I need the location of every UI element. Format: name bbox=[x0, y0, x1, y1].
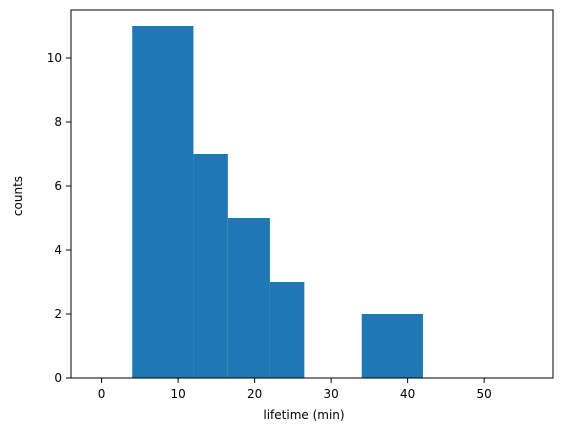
histogram-bar-5 bbox=[361, 314, 423, 378]
y-axis-label: counts bbox=[11, 176, 25, 216]
x-axis-label: lifetime (min) bbox=[263, 408, 344, 422]
y-tick-label: 10 bbox=[47, 51, 62, 65]
x-tick-label: 20 bbox=[247, 387, 262, 401]
y-tick-label: 4 bbox=[54, 243, 62, 257]
x-tick-label: 50 bbox=[477, 387, 492, 401]
bars-layer bbox=[132, 26, 423, 378]
x-tick-label: 10 bbox=[170, 387, 185, 401]
y-tick-label: 2 bbox=[54, 307, 62, 321]
histogram-bar-4 bbox=[269, 282, 305, 378]
axes-layer bbox=[70, 9, 554, 379]
x-tick-label: 0 bbox=[98, 387, 106, 401]
histogram-bar-3 bbox=[227, 218, 270, 378]
histogram-bar-2 bbox=[193, 154, 228, 378]
histogram-bar-1 bbox=[132, 26, 194, 378]
y-tick-label: 0 bbox=[54, 371, 62, 385]
y-tick-label: 8 bbox=[54, 115, 62, 129]
x-tick-label: 40 bbox=[400, 387, 415, 401]
ticks-layer: 0 10 20 30 40 50 0 2 4 6 8 10 bbox=[47, 51, 492, 401]
plot-frame bbox=[70, 9, 554, 379]
x-tick-label: 30 bbox=[323, 387, 338, 401]
y-tick-label: 6 bbox=[54, 179, 62, 193]
